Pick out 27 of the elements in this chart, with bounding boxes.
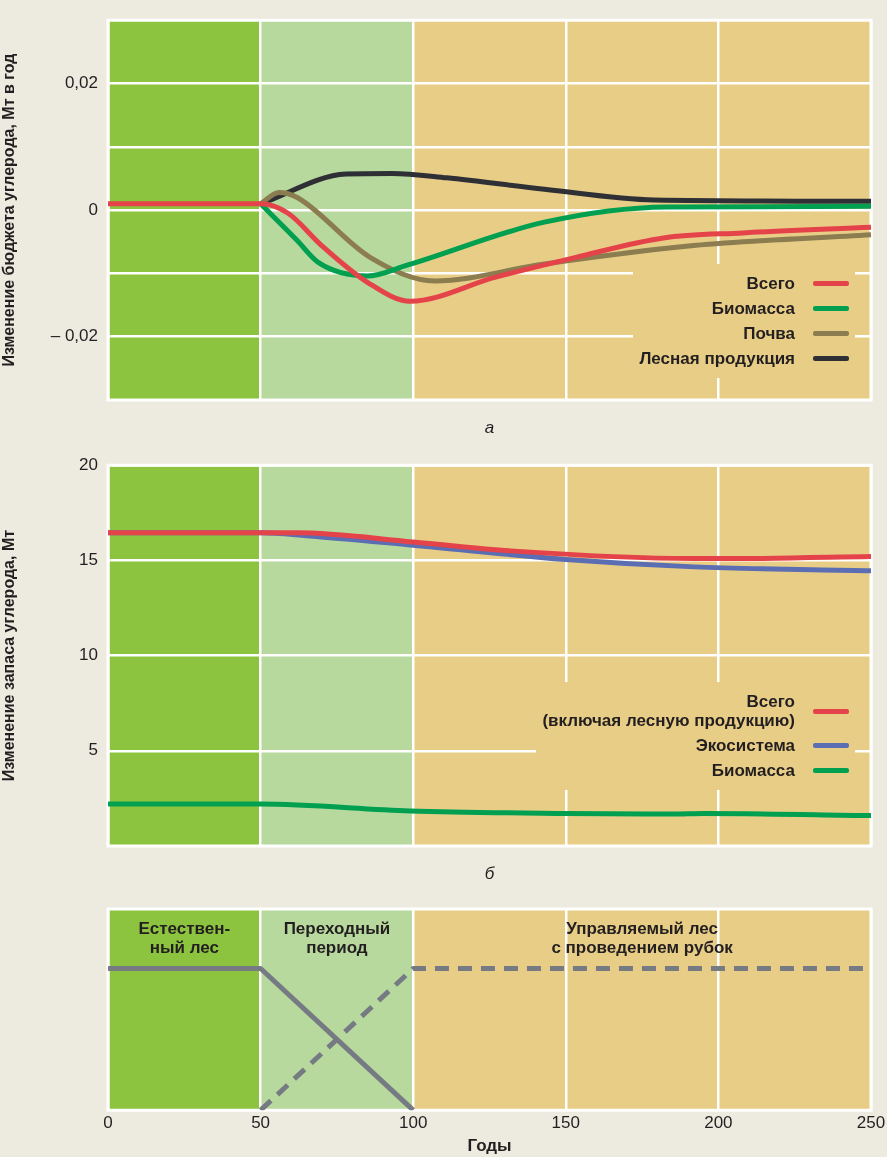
y-tick-label: 0 (88, 199, 98, 219)
x-tick-label: 250 (856, 1113, 886, 1133)
x-tick-label: 150 (551, 1113, 580, 1133)
y-axis-title: Изменение бюджета углерода, Мт в год (0, 53, 18, 367)
legend-label: Лесная продукция (639, 349, 795, 368)
x-tick-label: 50 (251, 1113, 271, 1133)
x-tick-label: 100 (399, 1113, 428, 1133)
y-tick-label: 5 (88, 740, 98, 760)
band-label: Переходный период (283, 919, 391, 958)
y-tick-label: 15 (79, 550, 98, 570)
y-tick-label: – 0,02 (50, 326, 98, 346)
legend-label: Экосистема (695, 736, 795, 755)
y-tick-label: 20 (79, 454, 98, 474)
legend-label: Всего (включая лесную продукцию) (542, 692, 795, 730)
legend-label: Всего (746, 274, 795, 293)
x-axis-title: Годы (467, 1136, 512, 1156)
text: а (484, 417, 495, 437)
band-label: Естествен- ный лес (138, 919, 231, 958)
y-tick-label: 10 (79, 645, 98, 665)
y-axis-title: Изменение запаса углерода, Мт (0, 529, 18, 782)
legend-label: Почва (743, 324, 795, 343)
x-tick-label: 200 (704, 1113, 733, 1133)
y-tick-label: 0,02 (64, 73, 98, 93)
legend-label: Биомасса (711, 761, 795, 780)
x-tick-label: 0 (103, 1113, 113, 1133)
text: б (484, 863, 496, 883)
legend-label: Биомасса (711, 299, 795, 318)
